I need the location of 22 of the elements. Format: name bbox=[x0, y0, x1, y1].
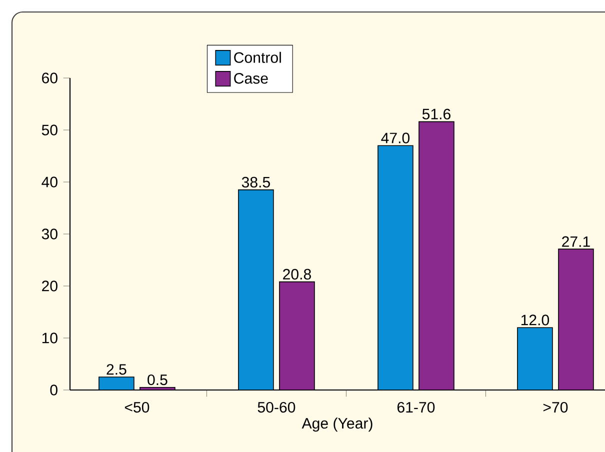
data-label: 38.5 bbox=[242, 176, 270, 188]
data-label: 0.5 bbox=[148, 374, 168, 386]
y-tick-label: 30 bbox=[42, 228, 58, 240]
data-label: 27.1 bbox=[562, 236, 590, 247]
data-label: 51.6 bbox=[422, 108, 450, 120]
y-tick-label: 40 bbox=[42, 176, 58, 188]
data-label: 47.0 bbox=[381, 132, 410, 144]
data-label: 20.8 bbox=[283, 268, 311, 280]
y-tick-label: 20 bbox=[42, 280, 58, 292]
y-tick-label: 50 bbox=[42, 124, 58, 136]
x-tick-label: <50 bbox=[124, 402, 150, 413]
y-tick-label: 0 bbox=[50, 384, 58, 396]
x-tick-label: >70 bbox=[543, 402, 568, 413]
y-tick-label: 60 bbox=[42, 72, 58, 84]
data-label: 2.5 bbox=[106, 364, 126, 375]
legend-label: Case bbox=[234, 73, 268, 84]
data-label: 12.0 bbox=[521, 314, 550, 326]
legend-label: Control bbox=[234, 52, 281, 63]
y-tick-label: 10 bbox=[42, 332, 58, 344]
x-tick-label: 50-60 bbox=[258, 402, 296, 413]
x-tick-label: 61-70 bbox=[397, 402, 435, 413]
x-axis-title: Age (Year) bbox=[302, 418, 372, 432]
